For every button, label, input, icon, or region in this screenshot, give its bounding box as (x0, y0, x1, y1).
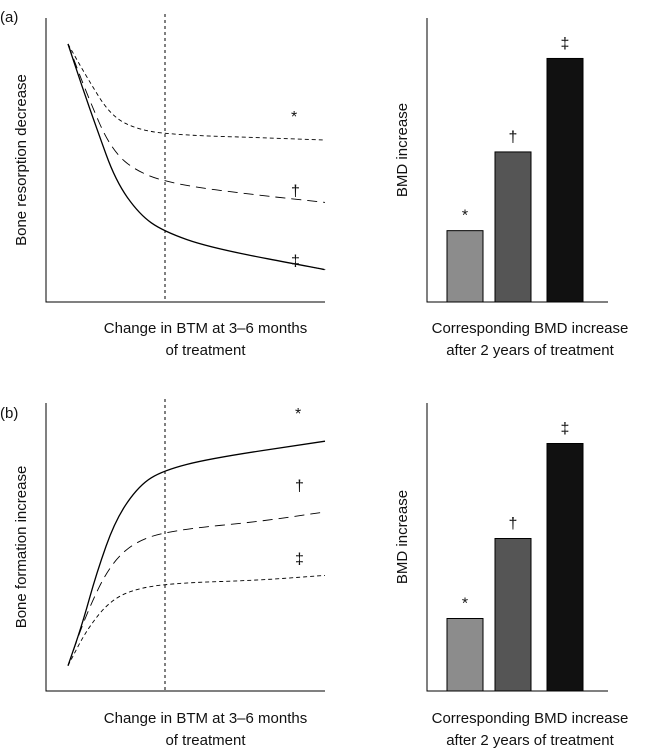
series-line-dotted (67, 43, 326, 141)
curve-chart: * † ‡ Bone resorption decrease Change in BTM… (13, 14, 326, 359)
bar (546, 57, 584, 303)
series-line-solid (67, 440, 326, 666)
series-marker: ‡ (291, 253, 300, 270)
panel-b: (b) * † ‡ Bone formation increase Change in B… (0, 399, 628, 748)
panel-a: (a) * † ‡ Bone resorption decrease Change in … (0, 9, 628, 359)
series-line-dashed (67, 511, 326, 666)
bar (494, 538, 532, 692)
bar (446, 618, 484, 692)
y-axis-label: Bone formation increase (13, 466, 30, 629)
bar-caption: after 2 years of treatment (446, 732, 614, 748)
bar-marker: ‡ (561, 35, 570, 52)
bar-marker: * (462, 596, 468, 613)
bar-chart: * † ‡ BMD increase Corresponding BMD increas… (394, 18, 628, 359)
series-marker: † (291, 183, 300, 200)
x-axis-caption: Change in BTM at 3–6 months (104, 710, 307, 727)
series-line-dotted (67, 574, 326, 666)
bar-caption: after 2 years of treatment (446, 342, 614, 359)
y-axis-label: Bone resorption decrease (13, 74, 30, 246)
series-line-solid (67, 43, 326, 271)
series-marker: * (295, 406, 301, 423)
bar-marker: † (509, 516, 518, 533)
series-marker: * (291, 109, 297, 126)
curve-chart: * † ‡ Bone formation increase Change in BTM … (13, 399, 326, 748)
bar-chart: * † ‡ BMD increase Corresponding BMD increas… (394, 403, 628, 748)
bar-marker: ‡ (561, 421, 570, 438)
bar (546, 443, 584, 692)
panel-label: (a) (0, 9, 18, 26)
bar-marker: † (509, 129, 518, 146)
x-axis-caption: Change in BTM at 3–6 months (104, 320, 307, 337)
x-axis-caption: of treatment (165, 342, 246, 359)
panel-label: (b) (0, 405, 18, 422)
bar (494, 151, 532, 303)
bar-marker: * (462, 208, 468, 225)
series-marker: ‡ (295, 551, 304, 568)
series-line-dashed (67, 43, 326, 203)
bar-caption: Corresponding BMD increase (432, 320, 629, 337)
bar-caption: Corresponding BMD increase (432, 710, 629, 727)
x-axis-caption: of treatment (165, 732, 246, 748)
series-marker: † (295, 478, 304, 495)
bar (446, 230, 484, 303)
y-axis-label: BMD increase (394, 103, 411, 197)
curve-axes (45, 18, 325, 303)
curve-axes (45, 403, 325, 692)
y-axis-label: BMD increase (394, 490, 411, 584)
